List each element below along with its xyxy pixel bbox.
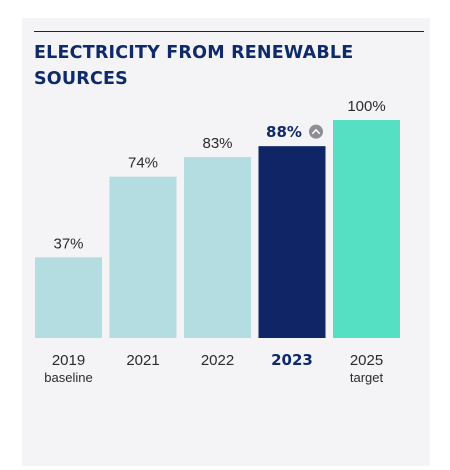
chevron-up-circle-icon [309, 124, 323, 139]
category-label-2025: 2025 [350, 352, 383, 369]
category-label-2021: 2021 [126, 352, 159, 369]
bar-2019 [35, 257, 102, 338]
bar-2023 [258, 146, 326, 338]
value-label-2022: 83% [202, 135, 232, 152]
title-rule [34, 31, 424, 32]
bar-2021 [109, 176, 177, 338]
category-label-2019: 2019 [52, 352, 85, 369]
value-label-2019: 37% [53, 235, 83, 252]
value-label-2025: 100% [347, 98, 385, 115]
category-label-2022: 2022 [201, 352, 234, 369]
category-sublabel-target: target [350, 370, 384, 385]
bar-2025 [333, 120, 400, 338]
value-label-2023: 88% [266, 123, 302, 141]
chart-title: ELECTRICITY FROM RENEWABLE SOURCES [34, 43, 354, 89]
value-label-2021: 74% [128, 155, 158, 172]
bar-2022 [184, 157, 251, 338]
category-sublabel-baseline: baseline [44, 370, 92, 385]
category-label-2023: 2023 [271, 351, 313, 369]
